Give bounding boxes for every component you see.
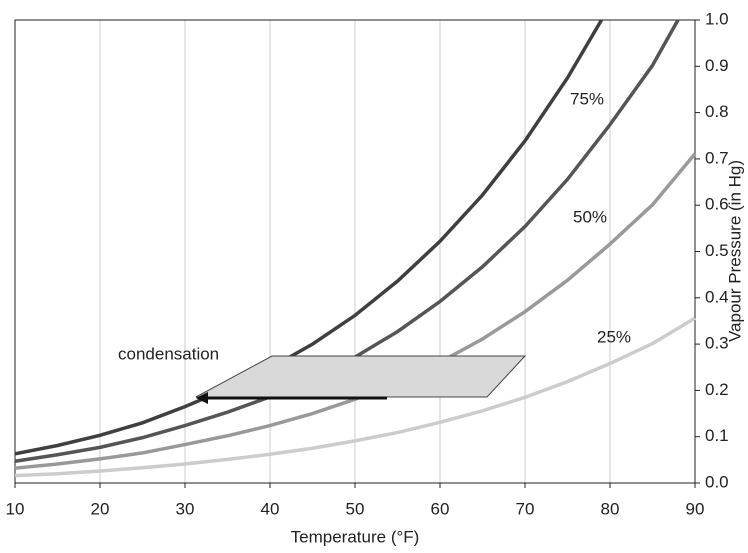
x-tick-label: 20 <box>91 499 110 518</box>
y-tick-label: 0.3 <box>705 334 729 353</box>
y-tick-label: 0.7 <box>705 148 729 167</box>
x-tick-label: 50 <box>346 499 365 518</box>
y-tick-label: 0.6 <box>705 195 729 214</box>
x-tick-label: 30 <box>176 499 195 518</box>
series-label: 25% <box>597 327 631 346</box>
x-tick-label: 90 <box>686 499 705 518</box>
series-label: 75% <box>570 89 604 108</box>
x-tick-label: 70 <box>516 499 535 518</box>
plot: 10 20 30 40 50 60 70 80 900.0 0.1 0.2 0.3 0.4 0.5 0.6 0… <box>6 9 729 518</box>
annotation: condensation <box>118 344 219 363</box>
line <box>14 19 604 456</box>
y-tick-label: 0.5 <box>705 241 729 260</box>
series-label: 50% <box>573 207 607 226</box>
y-tick-label: 0.9 <box>705 56 729 75</box>
x-tick-label: 40 <box>261 499 280 518</box>
y-tick-label: 0.2 <box>705 380 729 399</box>
plot-border <box>14 19 696 484</box>
arrow-head <box>196 392 208 404</box>
condensation-region <box>195 355 527 398</box>
x-axis-title: Temperature (°F) <box>291 527 420 546</box>
y-tick-label: 0.0 <box>705 472 729 491</box>
y-tick-label: 1.0 <box>705 9 729 28</box>
line <box>14 316 696 478</box>
y-tick-label: 0.8 <box>705 102 729 121</box>
y-tick-label: 0.1 <box>705 426 729 445</box>
y-tick-label: 0.4 <box>705 287 729 306</box>
x-tick-label: 10 <box>6 499 25 518</box>
y-axis-title: Vapour Pressure (in Hg) <box>725 160 744 342</box>
x-tick-label: 80 <box>601 499 620 518</box>
x-tick-label: 60 <box>431 499 450 518</box>
